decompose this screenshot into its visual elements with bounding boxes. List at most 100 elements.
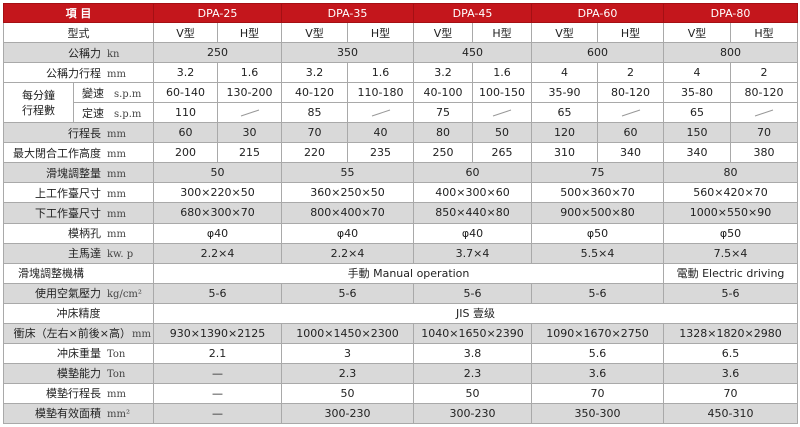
row-label-rated-stroke: 公稱力行程 mm: [3, 62, 154, 84]
dimensions-value: 1040×1650×2390: [413, 322, 532, 344]
cushion-area-value: 300-230: [413, 402, 532, 425]
stroke-value: 60: [597, 122, 664, 144]
diagonal-dash-icon: [217, 102, 282, 124]
variable-spm-value: 40-100: [413, 82, 473, 104]
row-label-variable-spm: 變速 s.p.m: [73, 82, 154, 104]
row-label-spm-group: 每分鐘 行程數: [3, 82, 74, 124]
motor-row: 主馬達 kw. p 2.2×4 2.2×4 3.7×4 5.5×4 7.5×4: [3, 242, 798, 264]
weight-row: 冲床重量 Ton 2.1 3 3.8 5.6 6.5: [3, 342, 798, 364]
rated-stroke-value: 2: [597, 62, 664, 84]
air-pressure-row: 使用空氣壓力 kg/cm² 5-6 5-6 5-6 5-6 5-6: [3, 282, 798, 304]
rated-stroke-row: 公稱力行程 mm 3.2 1.6 3.2 1.6 3.2 1.6 4 2 4 2: [3, 62, 798, 84]
row-label-die-height: 最大閉合工作高度 mm: [3, 142, 154, 164]
rated-stroke-value: 1.6: [347, 62, 414, 84]
upper-bolster-value: 560×420×70: [663, 182, 798, 204]
accuracy-row: 冲床精度 JIS 壹级: [3, 302, 798, 324]
die-height-value: 265: [472, 142, 532, 164]
diagonal-dash-icon: [347, 102, 414, 124]
die-height-value: 310: [531, 142, 598, 164]
slide-adjust-row: 滑塊調整量 mm 50 55 60 75 80: [3, 162, 798, 184]
lower-bolster-value: 900×500×80: [531, 202, 664, 224]
motor-value: 2.2×4: [153, 242, 282, 264]
upper-bolster-value: 300×220×50: [153, 182, 282, 204]
shank-hole-value: φ40: [413, 222, 532, 244]
stroke-value: 30: [217, 122, 282, 144]
lower-bolster-value: 850×440×80: [413, 202, 532, 224]
cushion-capacity-value: 2.3: [281, 362, 414, 384]
type-v: V型: [153, 22, 218, 44]
type-h: H型: [347, 22, 414, 44]
slide-adjust-value: 60: [413, 162, 532, 184]
row-label-type: 型式: [3, 22, 154, 44]
air-pressure-value: 5-6: [663, 282, 798, 304]
variable-spm-value: 40-120: [281, 82, 348, 104]
variable-spm-value: 60-140: [153, 82, 218, 104]
variable-spm-value: 35-80: [663, 82, 731, 104]
motor-value: 3.7×4: [413, 242, 532, 264]
variable-spm-value: 80-120: [597, 82, 664, 104]
weight-value: 6.5: [663, 342, 798, 364]
capacity-row: 公稱力 kn 250 350 450 600 800: [3, 42, 798, 64]
row-label-air-pressure: 使用空氣壓力 kg/cm²: [3, 282, 154, 304]
slide-adjust-value: 55: [281, 162, 414, 184]
upper-bolster-row: 上工作臺尺寸 mm 300×220×50 360×250×50 400×300×6…: [3, 182, 798, 204]
fixed-spm-value: 85: [281, 102, 348, 124]
header-model-dpa-25: DPA-25: [153, 2, 282, 24]
row-label-cushion-area: 模墊有效面積 mm²: [3, 402, 154, 425]
air-pressure-value: 5-6: [281, 282, 414, 304]
type-row: 型式 V型 H型 V型 H型 V型 H型 V型 H型 V型 H型: [3, 22, 798, 44]
air-pressure-value: 5-6: [153, 282, 282, 304]
cushion-stroke-value: 70: [663, 382, 798, 404]
shank-hole-row: 模柄孔 mm φ40 φ40 φ40 φ50 φ50: [3, 222, 798, 244]
type-h: H型: [472, 22, 532, 44]
variable-spm-value: 130-200: [217, 82, 282, 104]
dimensions-row: 衝床（左右×前後×高）mm 930×1390×2125 1000×1450×23…: [3, 322, 798, 344]
row-label-slide-adjust: 滑塊調整量 mm: [3, 162, 154, 184]
slide-adjust-value: 75: [531, 162, 664, 184]
stroke-value: 120: [531, 122, 598, 144]
rated-stroke-value: 4: [663, 62, 731, 84]
type-v: V型: [531, 22, 598, 44]
motor-value: 7.5×4: [663, 242, 798, 264]
die-height-value: 340: [663, 142, 731, 164]
type-v: V型: [281, 22, 348, 44]
lower-bolster-value: 680×300×70: [153, 202, 282, 224]
shank-hole-value: φ50: [531, 222, 664, 244]
weight-value: 3: [281, 342, 414, 364]
slide-mechanism-manual: 手動 Manual operation: [153, 262, 664, 284]
fixed-spm-value: 65: [531, 102, 598, 124]
upper-bolster-value: 360×250×50: [281, 182, 414, 204]
fixed-spm-row: 定速 s.p.m 110 85 75 65 65: [4, 102, 798, 124]
row-label-motor: 主馬達 kw. p: [3, 242, 154, 264]
slide-adjust-value: 50: [153, 162, 282, 184]
diagonal-dash-icon: [597, 102, 664, 124]
cushion-area-value: 300-230: [281, 402, 414, 425]
spec-table: 項 目 DPA-25 DPA-35 DPA-45 DPA-60 DPA-80 型…: [3, 2, 798, 425]
variable-spm-value: 80-120: [730, 82, 798, 104]
die-height-value: 215: [217, 142, 282, 164]
die-height-value: 340: [597, 142, 664, 164]
cushion-stroke-value: 50: [413, 382, 532, 404]
slide-mechanism-row: 滑塊調整機構 手動 Manual operation 電動 Electric d…: [3, 262, 798, 284]
die-height-value: 250: [413, 142, 473, 164]
variable-spm-value: 100-150: [472, 82, 532, 104]
die-height-value: 220: [281, 142, 348, 164]
stroke-value: 80: [413, 122, 473, 144]
capacity-value: 250: [153, 42, 282, 64]
cushion-area-value: 350-300: [531, 402, 664, 425]
dimensions-value: 930×1390×2125: [153, 322, 282, 344]
motor-value: 2.2×4: [281, 242, 414, 264]
weight-value: 5.6: [531, 342, 664, 364]
dimensions-value: 1000×1450×2300: [281, 322, 414, 344]
air-pressure-value: 5-6: [413, 282, 532, 304]
accuracy-value: JIS 壹级: [153, 302, 798, 324]
cushion-stroke-value: 50: [281, 382, 414, 404]
header-model-dpa-45: DPA-45: [413, 2, 532, 24]
rated-stroke-value: 3.2: [413, 62, 473, 84]
variable-spm-row: 每分鐘 行程數 變速 s.p.m 60-140 130-200 40-120 110…: [3, 82, 798, 124]
type-h: H型: [217, 22, 282, 44]
cushion-stroke-value: —: [153, 382, 282, 404]
variable-spm-value: 35-90: [531, 82, 598, 104]
cushion-capacity-value: 3.6: [531, 362, 664, 384]
type-v: V型: [663, 22, 731, 44]
